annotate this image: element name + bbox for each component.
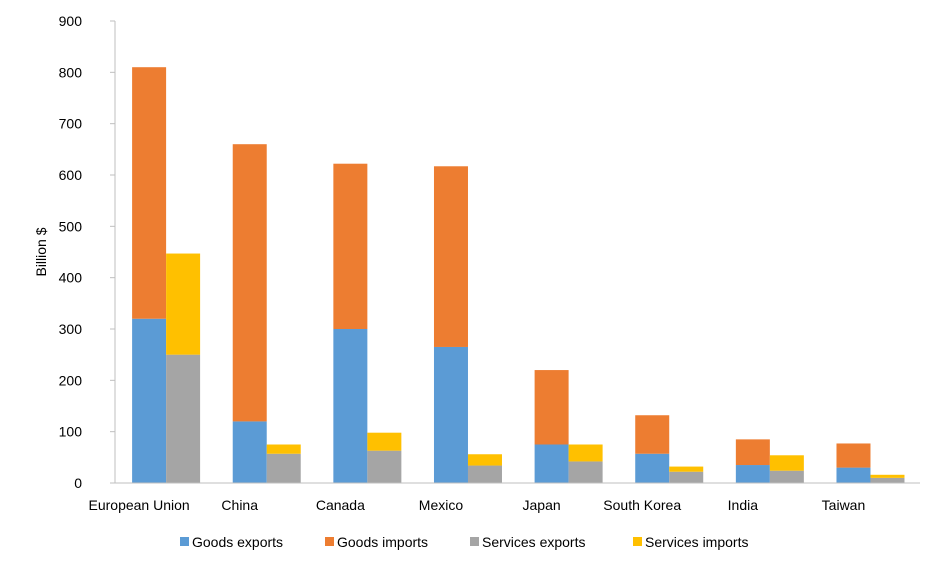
y-tick-label: 600 bbox=[59, 167, 83, 183]
legend-swatch bbox=[325, 537, 334, 546]
bar-goods-exports bbox=[534, 444, 569, 483]
legend-label: Goods imports bbox=[337, 534, 428, 550]
bar-goods-exports bbox=[433, 346, 468, 483]
bar-goods-imports bbox=[735, 439, 770, 466]
legend-item: Goods imports bbox=[325, 534, 428, 550]
bar-services-exports bbox=[166, 354, 201, 483]
bar-goods-imports bbox=[333, 163, 368, 329]
bar-goods-exports bbox=[836, 467, 871, 483]
bar-services-exports bbox=[669, 471, 704, 483]
bar-services-imports bbox=[769, 455, 804, 471]
y-axis-title: Billion $ bbox=[33, 227, 49, 276]
bar-goods-exports bbox=[132, 318, 167, 483]
legend-item: Services imports bbox=[633, 534, 748, 550]
bar-goods-exports bbox=[735, 465, 770, 483]
y-tick-label: 400 bbox=[59, 270, 83, 286]
legend-label: Goods exports bbox=[192, 534, 283, 550]
y-tick-label: 800 bbox=[59, 64, 83, 80]
bar-services-imports bbox=[870, 474, 905, 478]
bar-services-exports bbox=[568, 461, 603, 483]
x-category-label: Mexico bbox=[419, 497, 464, 513]
x-axis: European Union China Canada Mexico Japan Sout… bbox=[89, 482, 920, 513]
bar-goods-imports bbox=[232, 144, 267, 422]
x-category-label: Japan bbox=[523, 497, 561, 513]
bar-goods-exports bbox=[232, 421, 267, 483]
bar-goods-imports bbox=[534, 370, 569, 445]
bar-services-imports bbox=[467, 454, 502, 466]
x-category-label: Taiwan bbox=[822, 497, 866, 513]
bar-services-imports bbox=[266, 444, 301, 454]
y-tick-label: 200 bbox=[59, 372, 83, 388]
bar-services-imports bbox=[568, 444, 603, 462]
legend-item: Services exports bbox=[470, 534, 585, 550]
y-tick-label: 900 bbox=[59, 13, 83, 29]
bar-goods-imports bbox=[836, 443, 871, 468]
bar-goods-exports bbox=[333, 329, 368, 483]
legend-swatch bbox=[180, 537, 189, 546]
y-tick-label: 100 bbox=[59, 424, 83, 440]
bar-goods-imports bbox=[132, 67, 167, 319]
y-axis: 0 100 200 300 400 500 600 700 800 900 bbox=[59, 13, 116, 491]
x-category-label: Canada bbox=[316, 497, 365, 513]
bar-goods-imports bbox=[635, 415, 670, 454]
legend: Goods exports Goods imports Services expor… bbox=[180, 534, 748, 550]
legend-swatch bbox=[470, 537, 479, 546]
bar-goods-imports bbox=[433, 166, 468, 347]
x-category-label: European Union bbox=[89, 497, 190, 513]
y-tick-label: 500 bbox=[59, 218, 83, 234]
legend-item: Goods exports bbox=[180, 534, 283, 550]
y-tick-label: 0 bbox=[74, 475, 82, 491]
y-tick-label: 700 bbox=[59, 116, 83, 132]
legend-label: Services exports bbox=[482, 534, 585, 550]
legend-swatch bbox=[633, 537, 642, 546]
bar-services-imports bbox=[166, 253, 201, 355]
bar-services-imports bbox=[367, 432, 402, 451]
bar-services-exports bbox=[870, 477, 905, 483]
x-category-label: India bbox=[728, 497, 759, 513]
x-category-label: China bbox=[221, 497, 258, 513]
bar-services-imports bbox=[669, 466, 704, 472]
bar-services-exports bbox=[467, 465, 502, 483]
bar-goods-exports bbox=[635, 453, 670, 483]
bar-services-exports bbox=[266, 453, 301, 483]
bar-services-exports bbox=[769, 470, 804, 483]
legend-label: Services imports bbox=[645, 534, 748, 550]
x-category-label: South Korea bbox=[603, 497, 681, 513]
bar-services-exports bbox=[367, 450, 402, 483]
bars bbox=[132, 67, 905, 483]
y-tick-label: 300 bbox=[59, 321, 83, 337]
